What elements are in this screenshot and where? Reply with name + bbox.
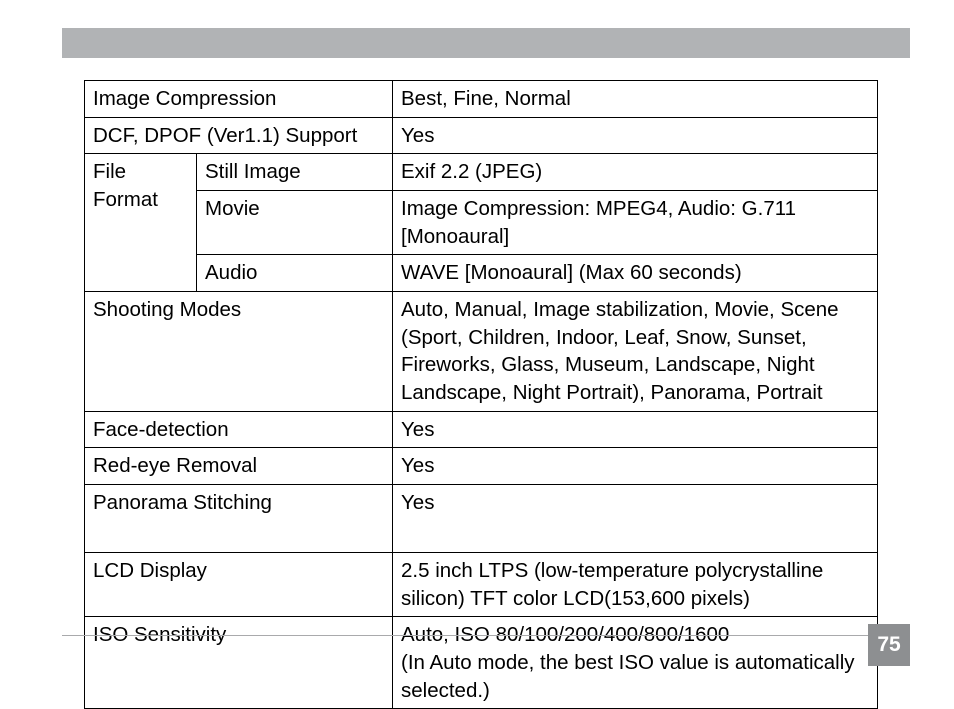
spec-value: Best, Fine, Normal (393, 81, 878, 118)
spec-value: Yes (393, 117, 878, 154)
spec-group-label: File Format (85, 154, 197, 292)
spec-sub-label: Audio (197, 255, 393, 292)
page-number: 75 (868, 624, 910, 666)
table-row: Panorama Stitching Yes (85, 485, 878, 553)
spec-label: DCF, DPOF (Ver1.1) Support (85, 117, 393, 154)
spec-value: Yes (393, 448, 878, 485)
table-row: Face-detection Yes (85, 411, 878, 448)
spec-value: Yes (393, 485, 878, 553)
spec-label: LCD Display (85, 553, 393, 617)
footer-rule (62, 635, 910, 636)
spec-label: Red-eye Removal (85, 448, 393, 485)
spec-value: Auto, Manual, Image stabilization, Movie… (393, 292, 878, 412)
spec-value: 2.5 inch LTPS (low-temperature polycryst… (393, 553, 878, 617)
spec-label: Panorama Stitching (85, 485, 393, 553)
spec-sub-label: Movie (197, 191, 393, 255)
spec-label: Face-detection (85, 411, 393, 448)
spec-value: WAVE [Monoaural] (Max 60 seconds) (393, 255, 878, 292)
spec-label: Shooting Modes (85, 292, 393, 412)
spec-value: Image Compression: MPEG4, Audio: G.711 [… (393, 191, 878, 255)
table-row: Shooting Modes Auto, Manual, Image stabi… (85, 292, 878, 412)
table-row: ISO Sensitivity Auto, ISO 80/100/200/400… (85, 617, 878, 709)
table-row: Movie Image Compression: MPEG4, Audio: G… (85, 191, 878, 255)
spec-value: Exif 2.2 (JPEG) (393, 154, 878, 191)
spec-label: ISO Sensitivity (85, 617, 393, 709)
header-bar (62, 28, 910, 58)
spec-label: Image Compression (85, 81, 393, 118)
table-row: File Format Still Image Exif 2.2 (JPEG) (85, 154, 878, 191)
spec-value: Auto, ISO 80/100/200/400/800/1600(In Aut… (393, 617, 878, 709)
table-row: Audio WAVE [Monoaural] (Max 60 seconds) (85, 255, 878, 292)
manual-page: Image Compression Best, Fine, Normal DCF… (0, 0, 954, 694)
spec-value: Yes (393, 411, 878, 448)
table-row: LCD Display 2.5 inch LTPS (low-temperatu… (85, 553, 878, 617)
table-row: DCF, DPOF (Ver1.1) Support Yes (85, 117, 878, 154)
spec-sub-label: Still Image (197, 154, 393, 191)
table-row: Red-eye Removal Yes (85, 448, 878, 485)
spec-table: Image Compression Best, Fine, Normal DCF… (84, 80, 878, 709)
table-row: Image Compression Best, Fine, Normal (85, 81, 878, 118)
